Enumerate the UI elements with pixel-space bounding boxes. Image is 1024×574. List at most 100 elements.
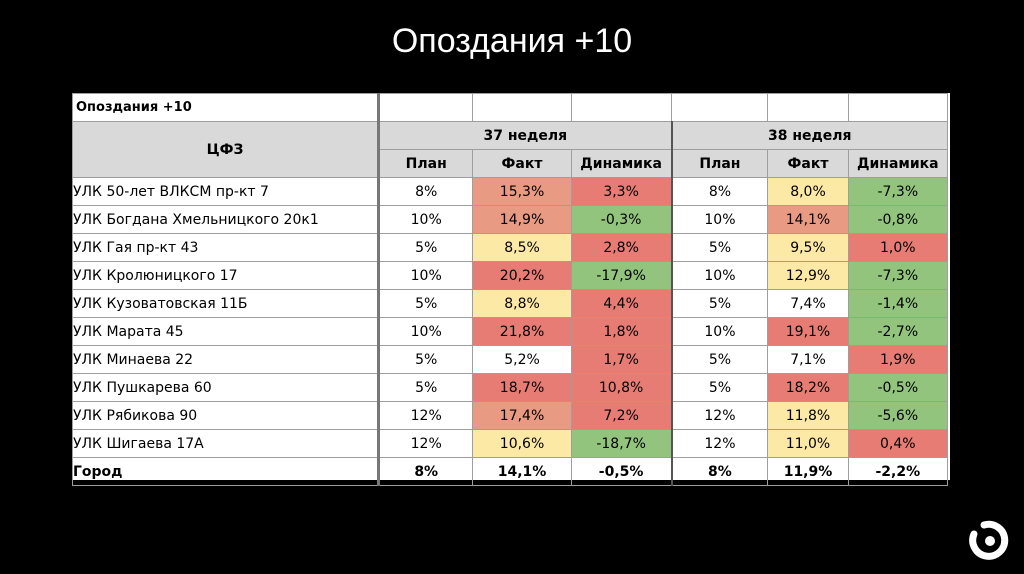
subheader-plan-37: План	[378, 149, 474, 178]
cell-plan-37: 5%	[378, 289, 474, 318]
total-dyn-38: -2,2%	[847, 457, 949, 486]
cell-dyn-38: -0,8%	[847, 205, 949, 234]
cell-dyn-37: 3,3%	[570, 177, 673, 206]
week-38-header: 38 неделя	[671, 121, 948, 150]
cell-plan-38: 12%	[671, 429, 769, 458]
week-37-header: 37 неделя	[378, 121, 673, 150]
cell-fact-37: 20,2%	[472, 261, 572, 290]
table-row: УЛК Гая пр-кт 43 5% 8,5% 2,8% 5% 9,5% 1,…	[71, 233, 949, 262]
cell-dyn-37: -18,7%	[570, 429, 673, 458]
total-dyn-37: -0,5%	[570, 457, 673, 486]
subheader-fact-37: Факт	[472, 149, 572, 178]
cell-dyn-38: -1,4%	[847, 289, 949, 318]
cell-fact-37: 8,8%	[472, 289, 572, 318]
cell-fact-38: 7,1%	[767, 345, 849, 374]
cell-dyn-38: 1,0%	[847, 233, 949, 262]
cell-plan-38: 5%	[671, 345, 769, 374]
column-header-cfz: ЦФЗ	[71, 121, 381, 178]
cell-dyn-37: 1,7%	[570, 345, 673, 374]
total-plan-38: 8%	[671, 457, 769, 486]
cell-fact-37: 18,7%	[472, 373, 572, 402]
cell-fact-38: 12,9%	[767, 261, 849, 290]
cell-plan-37: 5%	[378, 233, 474, 262]
cell-plan-37: 10%	[378, 261, 474, 290]
cell-fact-37: 10,6%	[472, 429, 572, 458]
cell-plan-38: 5%	[671, 373, 769, 402]
sheet-title-row: Опоздания +10	[71, 93, 949, 122]
cell-fact-38: 11,0%	[767, 429, 849, 458]
cell-plan-38: 10%	[671, 205, 769, 234]
cell-fact-37: 14,9%	[472, 205, 572, 234]
cell-fact-38: 14,1%	[767, 205, 849, 234]
cell-fact-38: 11,8%	[767, 401, 849, 430]
subheader-dyn-37: Динамика	[570, 149, 673, 178]
cell-plan-38: 12%	[671, 401, 769, 430]
row-name: УЛК Кузоватовская 11Б	[71, 289, 381, 318]
table-row: УЛК Кузоватовская 11Б 5% 8,8% 4,4% 5% 7,…	[71, 289, 949, 318]
cell-fact-38: 19,1%	[767, 317, 849, 346]
table-row: УЛК Пушкарева 60 5% 18,7% 10,8% 5% 18,2%…	[71, 373, 949, 402]
cell-plan-38: 8%	[671, 177, 769, 206]
subheader-fact-38: Факт	[767, 149, 849, 178]
row-name: УЛК Шигаева 17А	[71, 429, 381, 458]
cell-fact-38: 18,2%	[767, 373, 849, 402]
row-name: УЛК Богдана Хмельницкого 20к1	[71, 205, 381, 234]
cell-fact-38: 7,4%	[767, 289, 849, 318]
table-row: УЛК Минаева 22 5% 5,2% 1,7% 5% 7,1% 1,9%	[71, 345, 949, 374]
cell-dyn-38: -5,6%	[847, 401, 949, 430]
cell-dyn-38: 1,9%	[847, 345, 949, 374]
total-row: Город 8% 14,1% -0,5% 8% 11,9% -2,2%	[71, 457, 949, 486]
cell-dyn-38: -7,3%	[847, 177, 949, 206]
cell-dyn-37: -17,9%	[570, 261, 673, 290]
cell-dyn-37: 10,8%	[570, 373, 673, 402]
lateness-table: Опоздания +10 ЦФЗ 37 неделя 38 неделя Пл…	[71, 93, 949, 486]
cell-plan-38: 10%	[671, 317, 769, 346]
row-name: УЛК Пушкарева 60	[71, 373, 381, 402]
cell-plan-37: 10%	[378, 317, 474, 346]
sheet-title: Опоздания +10	[71, 93, 381, 122]
cell-fact-37: 21,8%	[472, 317, 572, 346]
cell-plan-38: 5%	[671, 233, 769, 262]
cell-dyn-38: 0,4%	[847, 429, 949, 458]
cell-plan-37: 5%	[378, 373, 474, 402]
cell-plan-38: 5%	[671, 289, 769, 318]
row-name: УЛК Минаева 22	[71, 345, 381, 374]
cell-fact-38: 9,5%	[767, 233, 849, 262]
cell-dyn-38: -0,5%	[847, 373, 949, 402]
total-fact-37: 14,1%	[472, 457, 572, 486]
total-fact-38: 11,9%	[767, 457, 849, 486]
cell-dyn-37: -0,3%	[570, 205, 673, 234]
cell-plan-37: 12%	[378, 401, 474, 430]
row-name: УЛК Гая пр-кт 43	[71, 233, 381, 262]
row-name: УЛК Марата 45	[71, 317, 381, 346]
cell-fact-37: 17,4%	[472, 401, 572, 430]
row-name: УЛК Кролюницкого 17	[71, 261, 381, 290]
cell-plan-37: 8%	[378, 177, 474, 206]
table-row: УЛК Марата 45 10% 21,8% 1,8% 10% 19,1% -…	[71, 317, 949, 346]
brand-logo-icon	[966, 518, 1010, 562]
slide-title: Опоздания +10	[391, 22, 633, 60]
cell-dyn-37: 1,8%	[570, 317, 673, 346]
subheader-plan-38: План	[671, 149, 769, 178]
table-row: УЛК 50-лет ВЛКСМ пр-кт 7 8% 15,3% 3,3% 8…	[71, 177, 949, 206]
cell-fact-38: 8,0%	[767, 177, 849, 206]
table-row: УЛК Шигаева 17А 12% 10,6% -18,7% 12% 11,…	[71, 429, 949, 458]
cell-dyn-37: 7,2%	[570, 401, 673, 430]
cell-plan-37: 5%	[378, 345, 474, 374]
cell-dyn-37: 4,4%	[570, 289, 673, 318]
cell-fact-37: 15,3%	[472, 177, 572, 206]
cell-dyn-38: -2,7%	[847, 317, 949, 346]
cell-dyn-37: 2,8%	[570, 233, 673, 262]
subheader-dyn-38: Динамика	[847, 149, 949, 178]
cell-plan-37: 10%	[378, 205, 474, 234]
spreadsheet: Опоздания +10 ЦФЗ 37 неделя 38 неделя Пл…	[71, 93, 950, 486]
table-row: УЛК Рябикова 90 12% 17,4% 7,2% 12% 11,8%…	[71, 401, 949, 430]
header-row-metrics: План Факт Динамика План Факт Динамика	[73, 149, 949, 178]
total-name: Город	[71, 457, 381, 486]
table-row: УЛК Кролюницкого 17 10% 20,2% -17,9% 10%…	[71, 261, 949, 290]
cell-fact-37: 8,5%	[472, 233, 572, 262]
row-name: УЛК 50-лет ВЛКСМ пр-кт 7	[71, 177, 381, 206]
cell-plan-37: 12%	[378, 429, 474, 458]
total-plan-37: 8%	[378, 457, 474, 486]
row-name: УЛК Рябикова 90	[71, 401, 381, 430]
